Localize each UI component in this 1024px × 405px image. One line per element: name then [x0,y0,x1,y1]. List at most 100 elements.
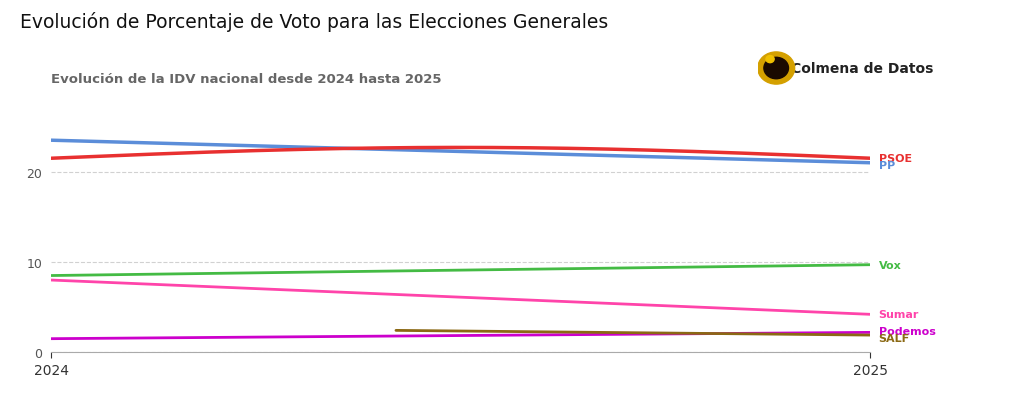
Point [84,336,100,342]
Text: Colmena de Datos: Colmena de Datos [791,62,933,76]
Point [657,328,674,335]
Point [657,336,674,342]
Text: PP: PP [879,160,895,170]
Text: Sumar: Sumar [879,309,920,320]
Point [289,326,305,333]
Point [780,151,797,158]
Point [412,300,428,306]
Circle shape [764,58,788,79]
Point [821,309,838,315]
Point [453,324,469,330]
Point [575,304,592,311]
Point [616,250,633,257]
Point [166,286,182,292]
Text: PSOE: PSOE [879,154,911,164]
Point [330,336,346,342]
Point [739,156,756,162]
Point [84,156,100,162]
Point [739,277,756,284]
Point [862,333,879,339]
Point [289,133,305,140]
Point [494,326,510,333]
Point [535,151,551,158]
Point [330,300,346,306]
Point [780,309,797,315]
Point [43,129,59,135]
Text: Evolución de la IDV nacional desde 2024 hasta 2025: Evolución de la IDV nacional desde 2024 … [51,73,441,86]
Point [862,138,879,144]
Point [698,336,715,342]
Point [698,304,715,311]
Point [43,331,59,338]
Point [698,178,715,185]
Point [494,264,510,270]
Point [412,151,428,158]
Point [698,160,715,166]
Point [780,333,797,339]
Point [125,147,141,153]
Point [330,147,346,153]
Point [821,147,838,153]
Point [248,149,264,156]
Point [207,192,223,198]
Point [698,331,715,338]
Point [248,291,264,297]
Text: SALF: SALF [879,333,910,343]
Point [330,273,346,279]
Point [207,273,223,279]
Point [125,264,141,270]
Point [248,273,264,279]
Point [821,333,838,339]
Point [453,304,469,311]
Point [453,147,469,153]
Point [657,264,674,270]
Point [739,183,756,189]
Point [289,300,305,306]
Point [330,151,346,158]
Point [780,331,797,338]
Point [248,340,264,347]
Point [575,148,592,155]
Point [43,277,59,284]
Point [535,326,551,333]
Text: Vox: Vox [879,260,901,270]
Point [575,241,592,247]
Point [657,156,674,162]
Point [412,322,428,328]
Point [575,336,592,342]
Point [166,340,182,347]
Point [535,151,551,158]
Point [371,340,387,347]
Point [657,174,674,180]
Point [453,326,469,333]
Point [453,259,469,266]
Point [207,342,223,348]
Point [494,147,510,153]
Point [84,277,100,284]
Point [535,326,551,333]
Text: Evolución de Porcentaje de Voto para las Elecciones Generales: Evolución de Porcentaje de Voto para las… [20,12,608,32]
Point [698,264,715,270]
Point [821,277,838,284]
Point [575,187,592,194]
Point [43,277,59,284]
Point [166,144,182,150]
Point [535,295,551,302]
Point [739,331,756,338]
Point [739,331,756,338]
Point [412,264,428,270]
Point [125,281,141,288]
Point [739,309,756,315]
Text: Podemos: Podemos [879,326,936,336]
Point [616,160,633,166]
Point [821,156,838,162]
Point [207,286,223,292]
Point [616,147,633,153]
Point [412,326,428,333]
Point [371,142,387,149]
Point [780,281,797,288]
Circle shape [766,56,774,64]
Point [84,138,100,144]
Point [862,309,879,315]
Point [494,300,510,306]
